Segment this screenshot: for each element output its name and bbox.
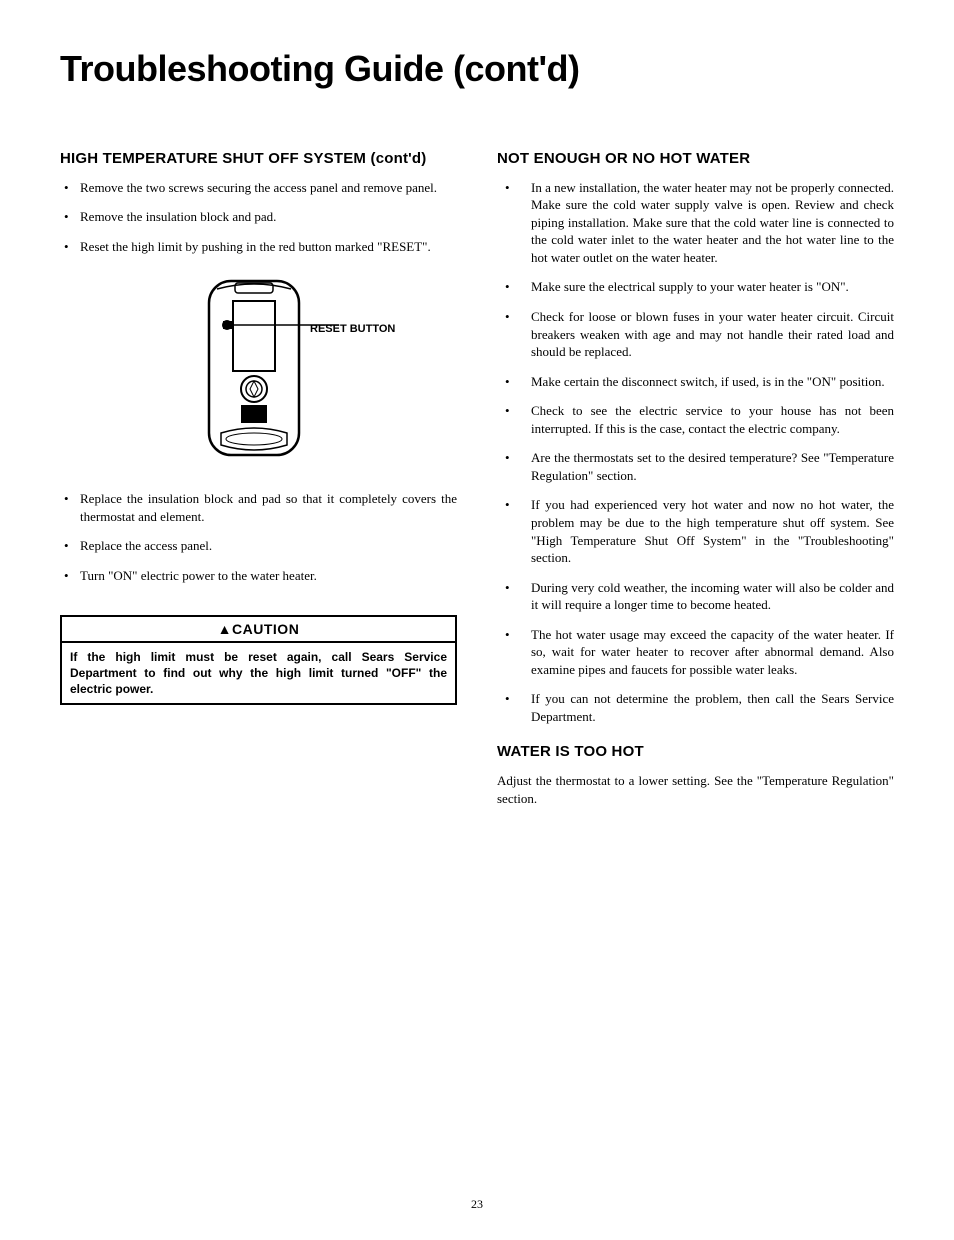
caution-label: CAUTION xyxy=(232,621,299,637)
list-item: Make certain the disconnect switch, if u… xyxy=(497,373,894,391)
reset-diagram: RESET BUTTON xyxy=(60,273,457,468)
list-item: Check for loose or blown fuses in your w… xyxy=(497,308,894,361)
list-item: Are the thermostats set to the desired t… xyxy=(497,449,894,484)
heading-high-temp: HIGH TEMPERATURE SHUT OFF SYSTEM (cont'd… xyxy=(60,150,457,169)
bullets-not-enough: In a new installation, the water heater … xyxy=(497,179,894,726)
list-item: Check to see the electric service to you… xyxy=(497,402,894,437)
warning-icon: ▲ xyxy=(218,621,232,637)
list-item: Remove the insulation block and pad. xyxy=(60,208,457,226)
page-title: Troubleshooting Guide (cont'd) xyxy=(60,48,894,90)
bullets-bottom: Replace the insulation block and pad so … xyxy=(60,490,457,584)
thermostat-icon xyxy=(179,273,339,463)
reset-button-label: RESET BUTTON xyxy=(310,323,395,335)
left-column: HIGH TEMPERATURE SHUT OFF SYSTEM (cont'd… xyxy=(60,150,457,819)
list-item: Replace the insulation block and pad so … xyxy=(60,490,457,525)
list-item: Reset the high limit by pushing in the r… xyxy=(60,238,457,256)
list-item: Replace the access panel. xyxy=(60,537,457,555)
right-column: NOT ENOUGH OR NO HOT WATER In a new inst… xyxy=(497,150,894,819)
list-item: In a new installation, the water heater … xyxy=(497,179,894,267)
bullets-top: Remove the two screws securing the acces… xyxy=(60,179,457,256)
page-number: 23 xyxy=(0,1197,954,1212)
caution-header: ▲CAUTION xyxy=(62,617,455,643)
body-too-hot: Adjust the thermostat to a lower setting… xyxy=(497,772,894,807)
list-item: Make sure the electrical supply to your … xyxy=(497,278,894,296)
heading-too-hot: WATER IS TOO HOT xyxy=(497,743,894,762)
list-item: The hot water usage may exceed the capac… xyxy=(497,626,894,679)
columns: HIGH TEMPERATURE SHUT OFF SYSTEM (cont'd… xyxy=(60,150,894,819)
caution-body: If the high limit must be reset again, c… xyxy=(62,643,455,704)
list-item: If you can not determine the problem, th… xyxy=(497,690,894,725)
list-item: Remove the two screws securing the acces… xyxy=(60,179,457,197)
list-item: If you had experienced very hot water an… xyxy=(497,496,894,566)
caution-box: ▲CAUTION If the high limit must be reset… xyxy=(60,615,457,706)
heading-not-enough: NOT ENOUGH OR NO HOT WATER xyxy=(497,150,894,169)
list-item: During very cold weather, the incoming w… xyxy=(497,579,894,614)
list-item: Turn "ON" electric power to the water he… xyxy=(60,567,457,585)
